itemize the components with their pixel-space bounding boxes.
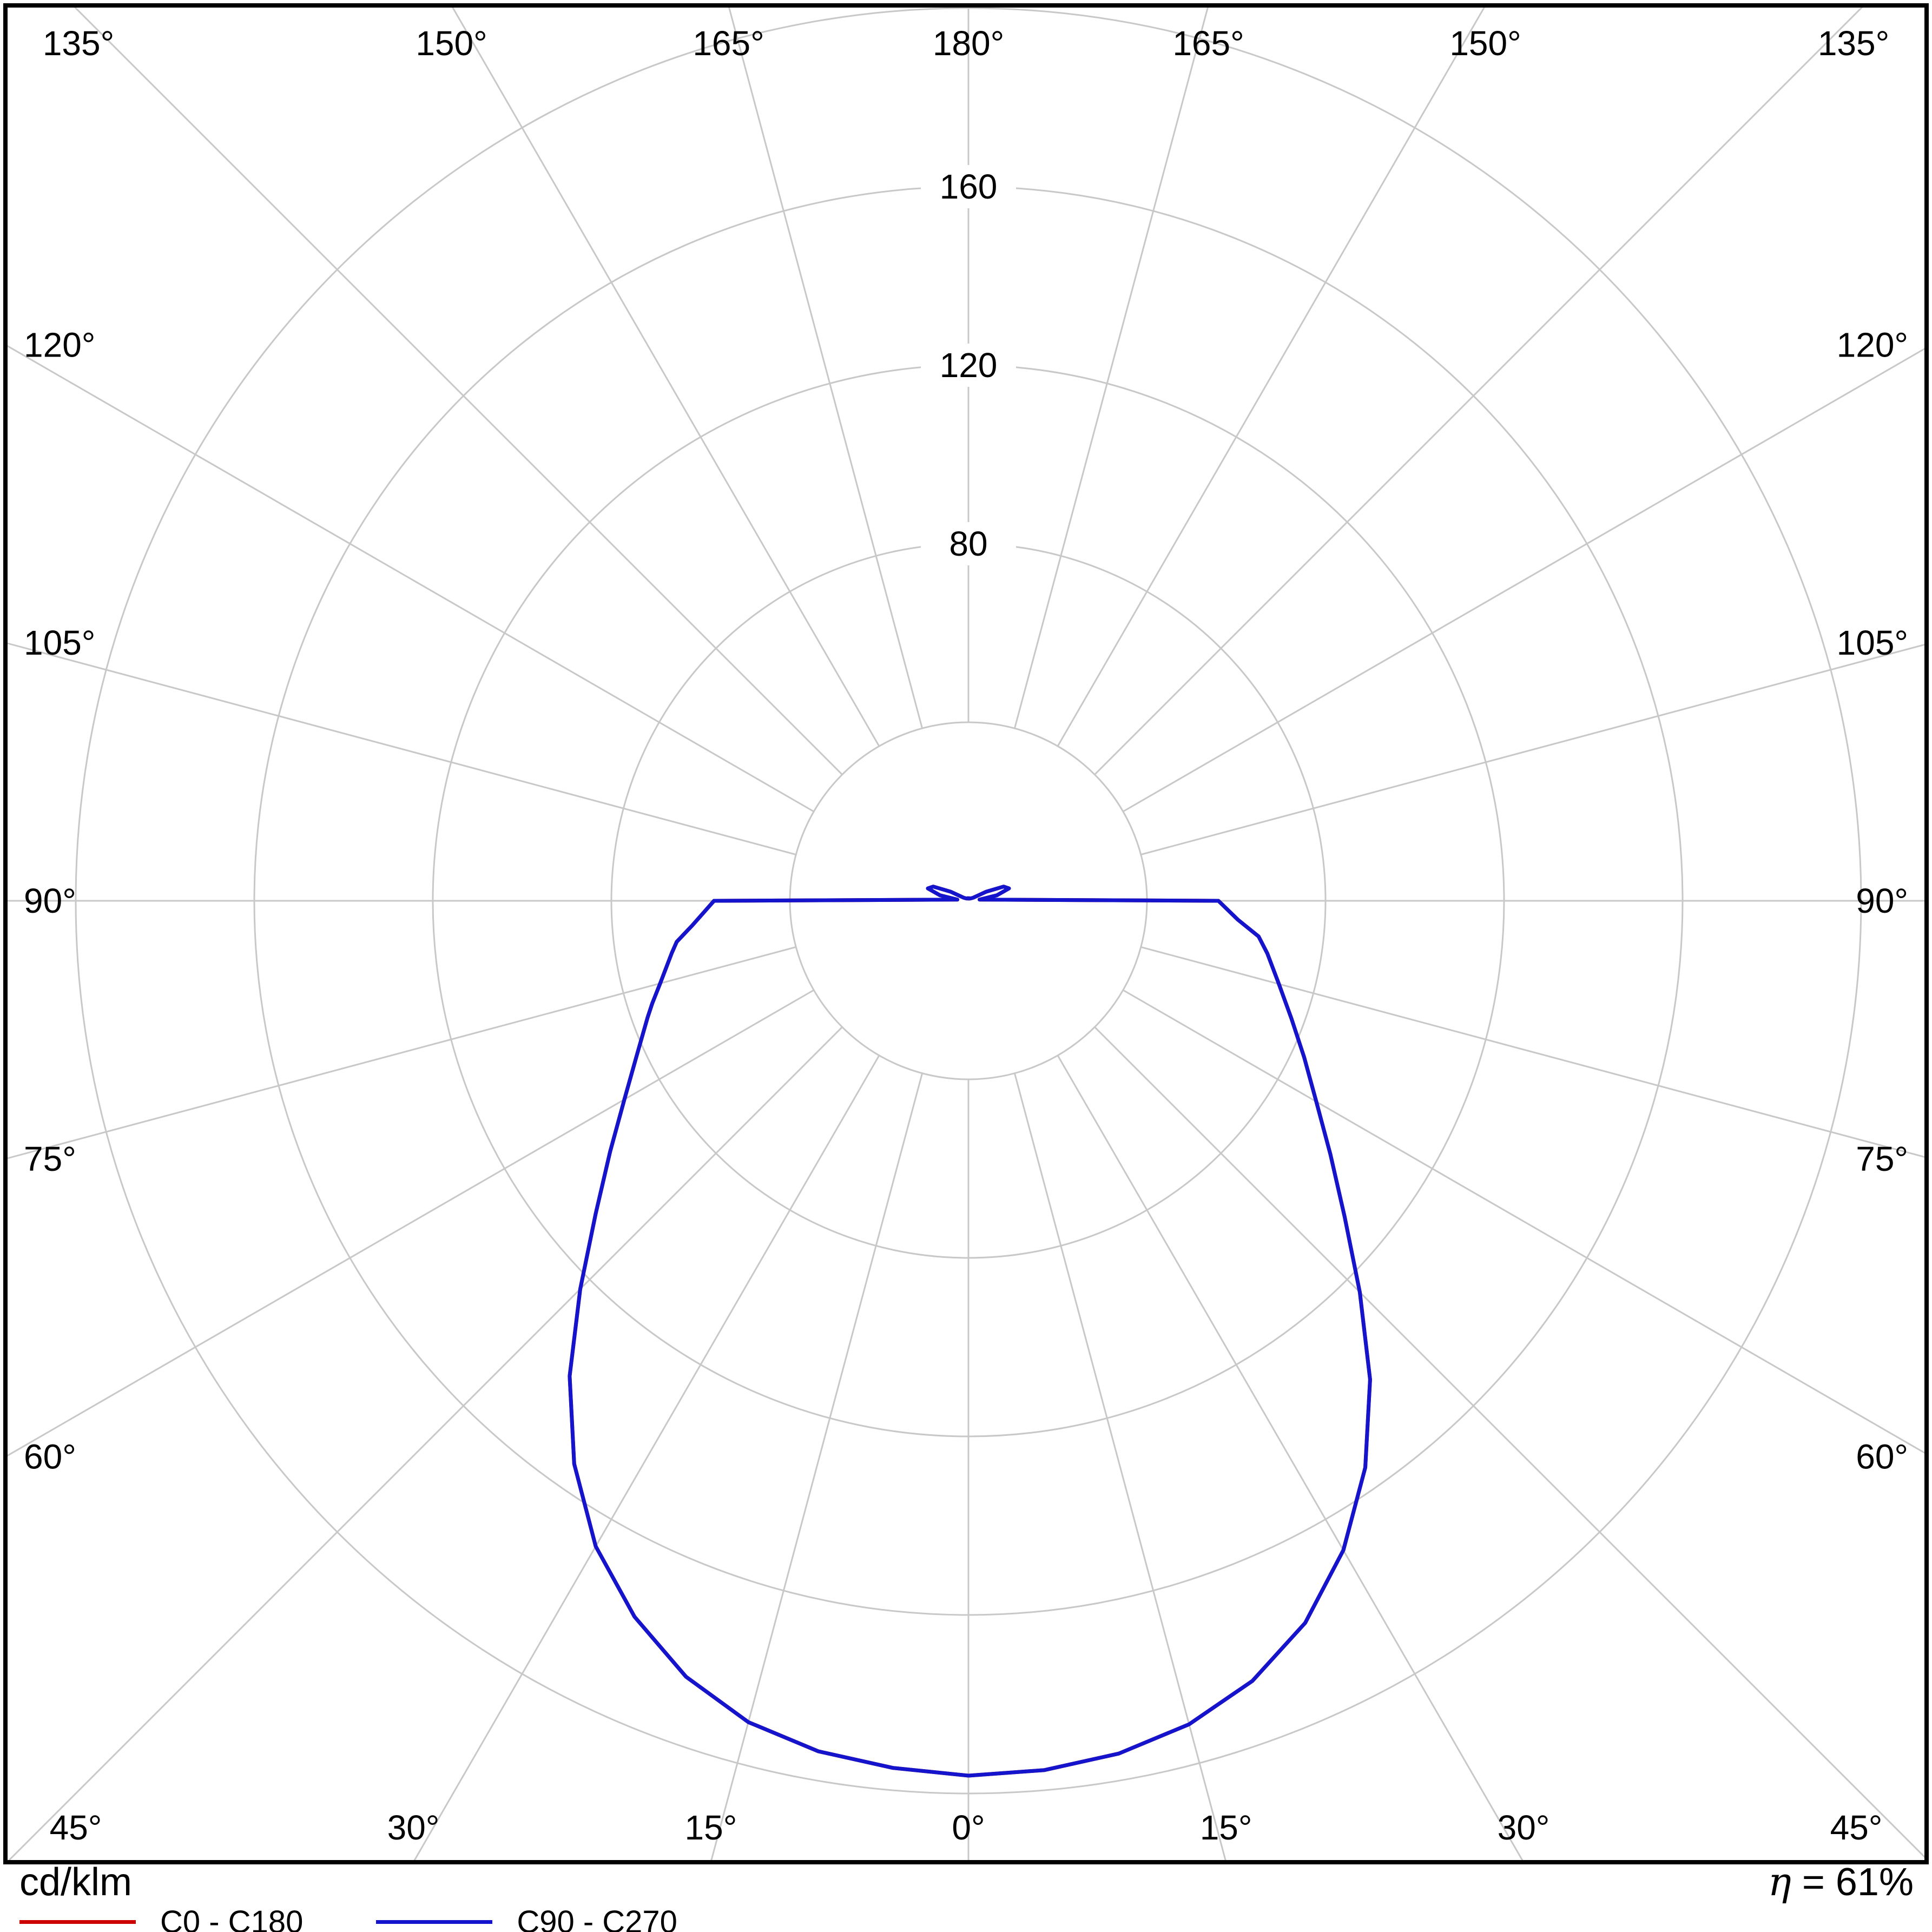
angle-tick-label: 0° bbox=[952, 1808, 985, 1847]
grid-spoke bbox=[1140, 946, 1924, 1158]
radial-label-mask bbox=[921, 522, 1016, 565]
chart-footer: cd/klm η = 61% C0 - C180 C90 - C270 bbox=[19, 1862, 1914, 1932]
angle-tick-label: 45° bbox=[50, 1808, 102, 1847]
legend: C0 - C180 C90 - C270 bbox=[19, 1904, 1914, 1932]
footer-top-row: cd/klm η = 61% bbox=[19, 1862, 1914, 1902]
grid-spoke bbox=[1013, 8, 1209, 729]
angle-tick-label: 15° bbox=[685, 1808, 737, 1847]
angle-tick-label: 165° bbox=[693, 24, 764, 63]
grid-spoke bbox=[8, 946, 796, 1159]
angle-tick-label: 180° bbox=[933, 24, 1004, 63]
eta-value: = 61% bbox=[1791, 1861, 1914, 1904]
angle-tick-label: 150° bbox=[416, 24, 487, 63]
angle-tick-label: 105° bbox=[24, 623, 95, 662]
angle-tick-label: 75° bbox=[1856, 1139, 1908, 1178]
legend-line-sample-red bbox=[19, 1920, 136, 1924]
grid-spoke bbox=[8, 642, 796, 856]
angle-tick-label: 60° bbox=[1856, 1438, 1908, 1476]
efficiency-label: η = 61% bbox=[1768, 1862, 1914, 1902]
radial-label-mask bbox=[921, 344, 1016, 387]
radial-label-mask bbox=[921, 165, 1016, 208]
angle-tick-label: 150° bbox=[1449, 24, 1521, 63]
curve-C0-C180 bbox=[568, 885, 1372, 1778]
grid-spoke bbox=[1013, 1073, 1227, 1860]
angle-tick-label: 90° bbox=[1856, 881, 1908, 920]
legend-item-c0-c180: C0 - C180 bbox=[19, 1904, 303, 1932]
grid-spoke bbox=[1057, 1055, 1524, 1860]
legend-label-c0-c180: C0 - C180 bbox=[160, 1904, 304, 1932]
plot-frame bbox=[3, 3, 1929, 1864]
legend-item-c90-c270: C90 - C270 bbox=[376, 1904, 677, 1932]
grid-spoke bbox=[1094, 1026, 1924, 1858]
grid-spoke bbox=[74, 8, 843, 775]
curve-C90-C270 bbox=[568, 885, 1372, 1778]
grid-spoke bbox=[8, 989, 814, 1457]
grid-spoke bbox=[1057, 8, 1485, 747]
angle-tick-label: 135° bbox=[43, 24, 114, 63]
angle-tick-label: 30° bbox=[1498, 1808, 1550, 1847]
angle-tick-label: 45° bbox=[1830, 1808, 1883, 1847]
angle-tick-label: 90° bbox=[24, 881, 76, 920]
radial-tick-label: 120 bbox=[940, 346, 998, 385]
grid-spoke bbox=[1140, 643, 1924, 856]
angle-tick-label: 120° bbox=[24, 325, 95, 364]
grid-spoke bbox=[710, 1073, 924, 1860]
angle-tick-label: 165° bbox=[1172, 24, 1244, 63]
legend-label-c90-c270: C90 - C270 bbox=[517, 1904, 677, 1932]
grid-spoke bbox=[8, 1026, 843, 1860]
grid-spoke bbox=[1123, 989, 1924, 1454]
grid-spoke bbox=[728, 8, 924, 729]
grid-spoke bbox=[413, 1055, 880, 1860]
radial-tick-label: 160 bbox=[940, 167, 998, 206]
angle-tick-label: 105° bbox=[1837, 623, 1908, 662]
angle-tick-label: 75° bbox=[24, 1139, 76, 1178]
eta-symbol: η bbox=[1768, 1859, 1791, 1904]
angle-tick-label: 60° bbox=[24, 1438, 76, 1476]
units-label: cd/klm bbox=[19, 1861, 133, 1904]
grid-spoke bbox=[1094, 8, 1863, 775]
angle-tick-label: 15° bbox=[1200, 1808, 1252, 1847]
radial-tick-label: 80 bbox=[949, 524, 987, 563]
angle-tick-label: 30° bbox=[387, 1808, 440, 1847]
grid-spoke bbox=[1123, 348, 1924, 813]
legend-line-sample-blue bbox=[376, 1920, 493, 1924]
grid-spoke bbox=[8, 345, 814, 813]
grid-spoke bbox=[452, 8, 880, 747]
angle-tick-label: 135° bbox=[1818, 24, 1889, 63]
angle-tick-label: 120° bbox=[1837, 325, 1908, 364]
